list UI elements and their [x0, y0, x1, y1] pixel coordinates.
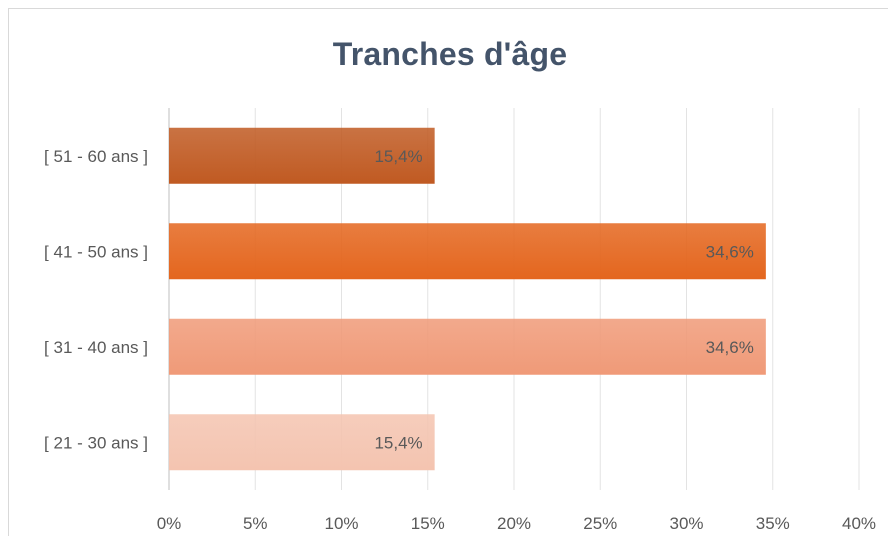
data-label: 15,4%	[374, 147, 422, 166]
chart-title: Tranches d'âge	[332, 36, 568, 72]
x-tick-label: 10%	[324, 514, 358, 533]
category-label: [ 21 - 30 ans ]	[44, 433, 148, 452]
category-label: [ 51 - 60 ans ]	[44, 147, 148, 166]
x-tick-label: 15%	[411, 514, 445, 533]
bar	[169, 318, 766, 375]
x-tick-label: 35%	[756, 514, 790, 533]
data-label: 34,6%	[706, 242, 754, 261]
data-label: 34,6%	[706, 338, 754, 357]
category-label: [ 31 - 40 ans ]	[44, 338, 148, 357]
x-tick-label: 0%	[157, 514, 182, 533]
x-tick-label: 5%	[243, 514, 268, 533]
category-label: [ 41 - 50 ans ]	[44, 242, 148, 261]
x-tick-label: 40%	[842, 514, 876, 533]
x-tick-label: 25%	[583, 514, 617, 533]
bar	[169, 414, 435, 471]
bar	[169, 127, 435, 184]
x-tick-label: 30%	[669, 514, 703, 533]
bar	[169, 223, 766, 280]
data-label: 15,4%	[374, 433, 422, 452]
x-tick-label: 20%	[497, 514, 531, 533]
